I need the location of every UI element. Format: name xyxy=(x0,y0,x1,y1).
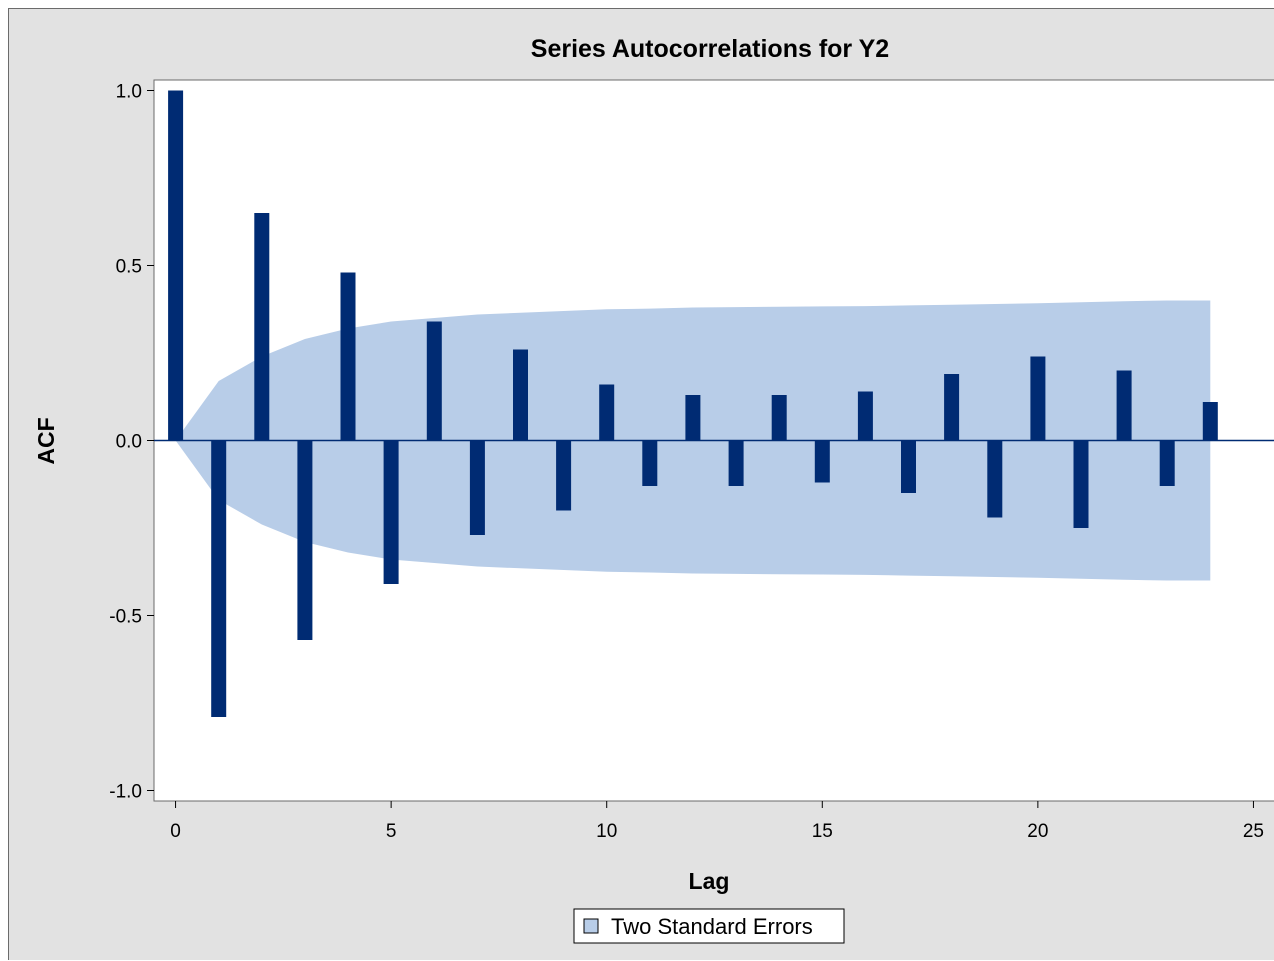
acf-bar-lag-13 xyxy=(728,440,744,486)
y-tick-label: 0.0 xyxy=(116,432,142,453)
y-tick-label: -0.5 xyxy=(109,607,142,628)
y-axis: -1.0 -0.5 0.0 0.5 1.0 xyxy=(109,82,154,803)
acf-bar-lag-11 xyxy=(642,440,658,486)
x-tick-label: 0 xyxy=(170,821,181,842)
acf-bar-lag-3 xyxy=(297,440,313,640)
acf-bar-lag-10 xyxy=(599,384,615,441)
legend-swatch-two-standard-errors xyxy=(583,918,599,934)
acf-bar-lag-14 xyxy=(771,395,787,441)
legend-label-two-standard-errors: Two Standard Errors xyxy=(611,914,813,939)
legend: Two Standard Errors xyxy=(573,908,845,944)
acf-bar-lag-16 xyxy=(857,391,873,441)
acf-bar-lag-4 xyxy=(340,272,356,441)
x-tick-label: 20 xyxy=(1027,821,1048,842)
chart-title: Series Autocorrelations for Y2 xyxy=(531,35,889,63)
acf-bar-lag-12 xyxy=(685,395,701,441)
acf-bar-lag-7 xyxy=(469,440,485,535)
acf-bar-lag-2 xyxy=(254,213,270,441)
y-tick-label: -1.0 xyxy=(109,782,142,803)
acf-bar-lag-22 xyxy=(1116,370,1132,441)
acf-bar-lag-17 xyxy=(901,440,916,493)
acf-bar-lag-9 xyxy=(556,440,572,511)
acf-bar-lag-15 xyxy=(814,440,830,483)
acf-bar-lag-23 xyxy=(1159,440,1175,486)
acf-bar-lag-6 xyxy=(426,321,442,441)
acf-bar-lag-24 xyxy=(1202,402,1218,441)
acf-bar-lag-18 xyxy=(944,374,960,441)
x-tick-label: 15 xyxy=(812,821,833,842)
x-tick-label: 10 xyxy=(596,821,617,842)
acf-bar-lag-20 xyxy=(1030,356,1046,441)
acf-bars-layer xyxy=(154,90,1274,717)
y-tick-label: 0.5 xyxy=(116,257,142,278)
acf-bar-lag-21 xyxy=(1073,440,1089,528)
acf-bar-lag-8 xyxy=(513,349,528,441)
acf-bar-lag-5 xyxy=(383,440,399,584)
x-tick-label: 5 xyxy=(386,821,397,842)
acf-chart: Series Autocorrelations for Y2 ACF Lag -… xyxy=(33,35,1274,944)
acf-bar-lag-0 xyxy=(168,90,184,441)
legend-box xyxy=(573,908,845,944)
y-tick-label: 1.0 xyxy=(116,82,142,103)
x-axis-title: Lag xyxy=(689,868,730,894)
acf-bar-lag-19 xyxy=(987,440,1003,518)
chart-frame: Series Autocorrelations for Y2 ACF Lag -… xyxy=(8,8,1274,960)
x-axis: 0 5 10 15 20 25 xyxy=(170,801,1264,842)
acf-bar-lag-1 xyxy=(211,440,227,717)
y-axis-title: ACF xyxy=(33,417,59,464)
x-tick-label: 25 xyxy=(1243,821,1264,842)
